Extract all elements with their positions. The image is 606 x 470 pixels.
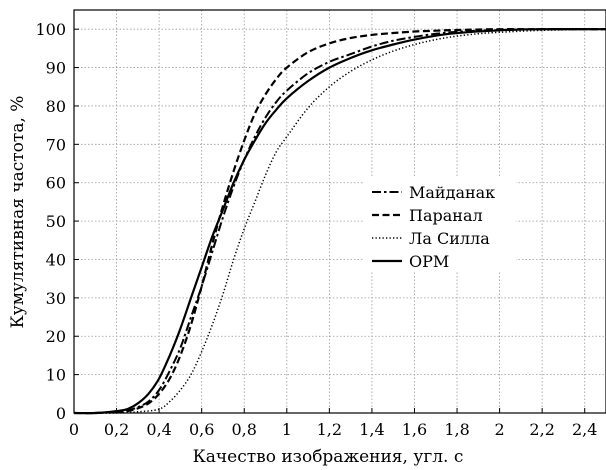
y-tick-label: 50 xyxy=(46,212,66,231)
x-tick-label: 2,2 xyxy=(529,420,554,439)
x-tick-label: 1,2 xyxy=(317,420,342,439)
x-tick-label: 1,8 xyxy=(444,420,469,439)
y-tick-label: 20 xyxy=(46,327,66,346)
y-tick-label: 90 xyxy=(46,59,66,78)
x-tick-label: 0,6 xyxy=(189,420,214,439)
x-tick-label: 0 xyxy=(69,420,79,439)
x-tick-label: 0,4 xyxy=(146,420,171,439)
x-tick-label: 1 xyxy=(282,420,292,439)
legend-label-0: Майданак xyxy=(409,183,495,202)
legend-label-3: ОРМ xyxy=(409,252,449,271)
legend-label-1: Паранал xyxy=(409,206,483,225)
x-tick-label: 2 xyxy=(495,420,505,439)
legend-background xyxy=(364,178,516,272)
legend: Майданак Паранал Ла Силла ОРМ xyxy=(364,178,516,272)
y-tick-label: 0 xyxy=(56,404,66,423)
x-tick-label: 0,8 xyxy=(232,420,257,439)
y-axis-label: Кумулятивная частота, % xyxy=(8,96,28,329)
tick-labels: 0 0,2 0,4 0,6 0,8 1 1,2 1,4 1,6 1,8 2 2,2 2,4 0 10 20 30… xyxy=(35,20,597,439)
x-tick-label: 0,2 xyxy=(104,420,129,439)
y-tick-label: 100 xyxy=(35,20,66,39)
y-tick-label: 10 xyxy=(46,366,66,385)
series-lines xyxy=(73,28,606,415)
x-axis-label: Качество изображения, угл. с xyxy=(193,447,464,467)
x-tick-label: 1,6 xyxy=(402,420,427,439)
y-tick-label: 60 xyxy=(46,174,66,193)
legend-label-2: Ла Силла xyxy=(409,229,490,248)
grid xyxy=(74,10,606,413)
plot-frame xyxy=(73,9,606,414)
y-tick-label: 70 xyxy=(46,135,66,154)
series-line-3 xyxy=(73,28,606,415)
y-tick-label: 80 xyxy=(46,97,66,116)
x-tick-label: 1,4 xyxy=(359,420,384,439)
series-line-2 xyxy=(73,28,606,414)
x-tick-label: 2,4 xyxy=(572,420,597,439)
series-line-1 xyxy=(73,28,606,415)
y-tick-label: 40 xyxy=(46,250,66,269)
y-tick-label: 30 xyxy=(46,289,66,308)
